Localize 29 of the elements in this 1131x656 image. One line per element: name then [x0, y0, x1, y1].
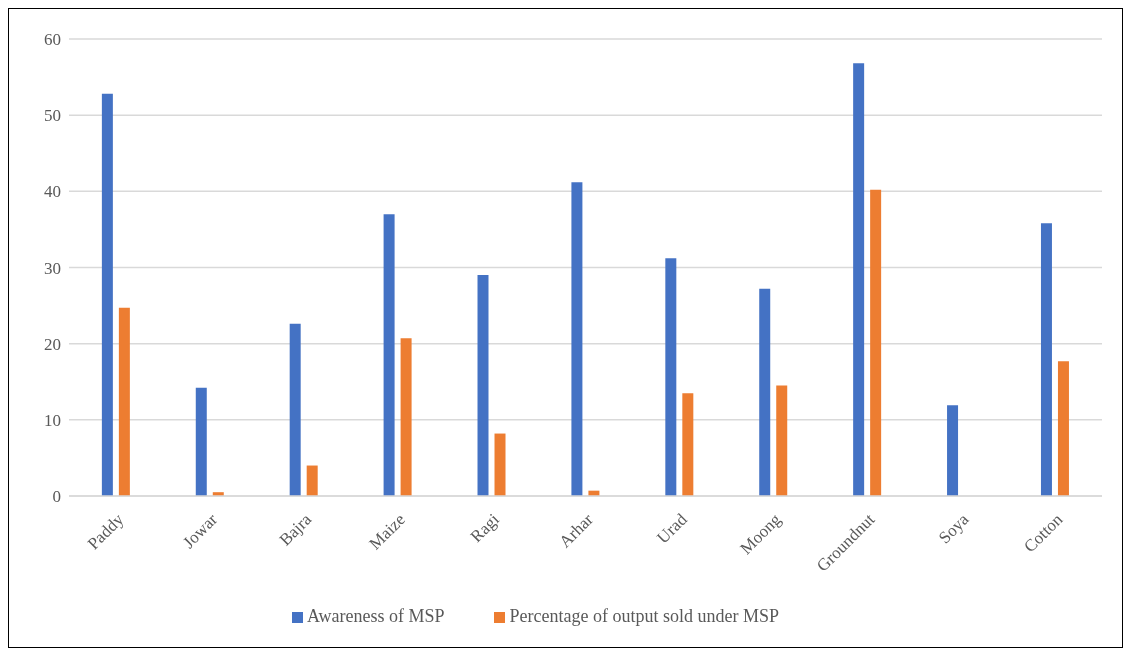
legend-label: Awareness of MSP — [307, 606, 445, 626]
bar — [306, 465, 318, 496]
x-tick-label: Soya — [934, 509, 973, 548]
y-tick-label: 10 — [44, 410, 61, 430]
bar — [118, 307, 130, 496]
bar — [947, 405, 959, 496]
bar — [101, 93, 113, 496]
bar — [494, 433, 506, 496]
bar — [870, 189, 882, 496]
bar — [665, 258, 677, 496]
bar — [383, 214, 395, 496]
y-tick-label: 40 — [44, 182, 61, 202]
legend-label: Percentage of output sold under MSP — [509, 606, 779, 626]
bar — [776, 385, 788, 496]
y-tick-label: 20 — [44, 334, 61, 354]
bar — [1040, 223, 1052, 496]
bar — [571, 182, 583, 496]
y-tick-label: 60 — [44, 30, 61, 50]
bar — [759, 288, 771, 496]
bar — [853, 63, 865, 496]
y-tick-label: 0 — [52, 487, 61, 507]
bar — [682, 393, 694, 496]
bar — [400, 338, 412, 496]
bar — [289, 323, 301, 496]
bar — [1057, 361, 1069, 496]
bar — [477, 275, 489, 496]
y-tick-label: 30 — [44, 258, 61, 278]
y-tick-label: 50 — [44, 106, 61, 126]
bar — [195, 387, 207, 496]
